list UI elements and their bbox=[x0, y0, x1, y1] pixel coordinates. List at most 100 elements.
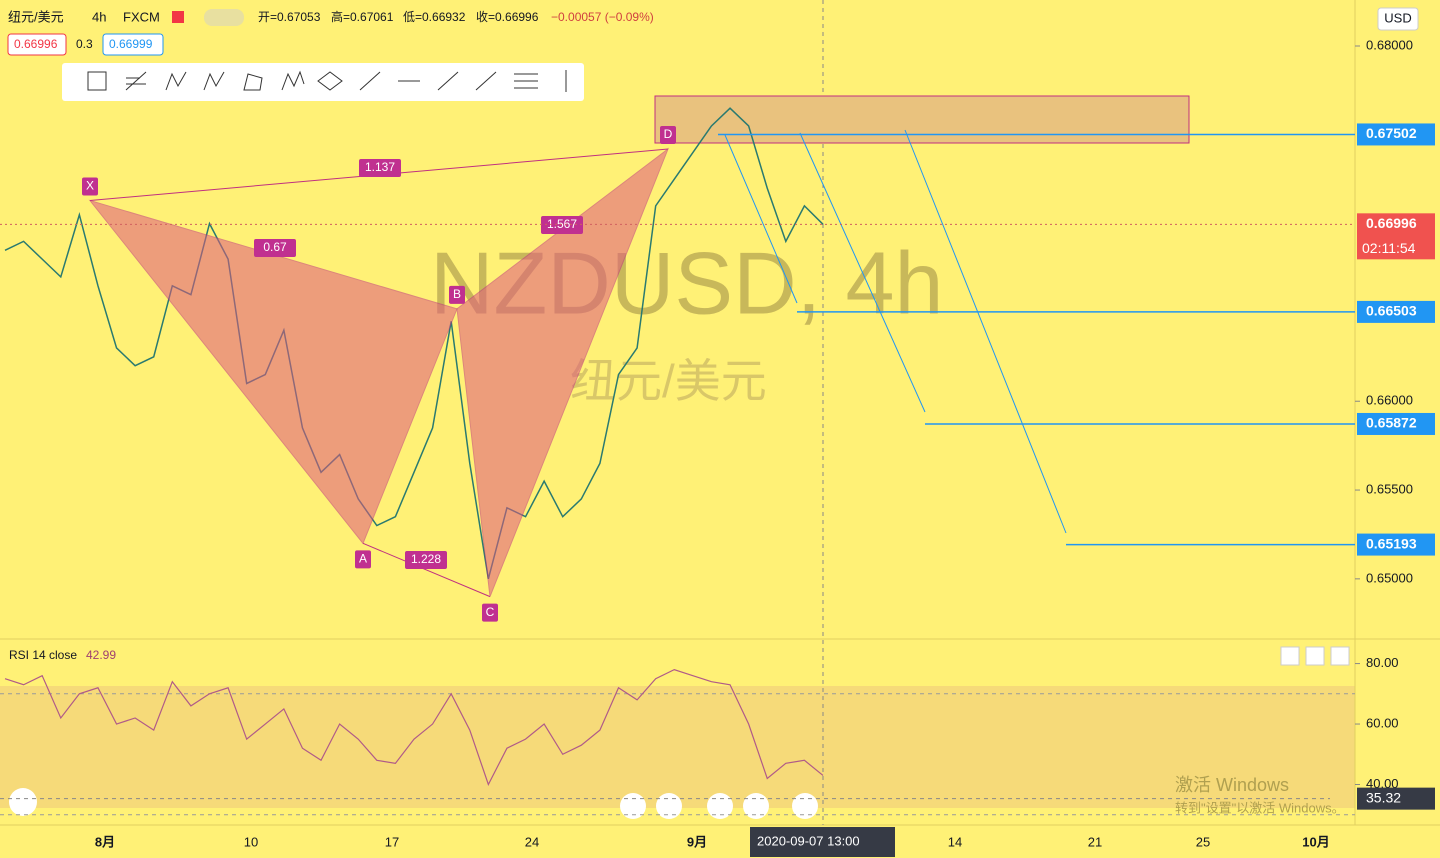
cursor-value: 35.32 bbox=[1366, 789, 1401, 805]
tool[interactable] bbox=[359, 71, 381, 91]
watermark: 纽元/美元 bbox=[570, 355, 767, 407]
pattern-point: D bbox=[664, 127, 673, 141]
last-price-label: 0.66996 bbox=[1366, 215, 1417, 231]
zone bbox=[654, 95, 1190, 144]
level-box bbox=[1357, 300, 1435, 323]
button[interactable] bbox=[1305, 646, 1325, 666]
time-label: 21 bbox=[1088, 834, 1102, 849]
drawing-toolbar bbox=[62, 63, 584, 101]
pattern-point: B bbox=[453, 287, 461, 301]
pattern-point-box bbox=[449, 285, 465, 304]
tool[interactable] bbox=[243, 73, 263, 91]
reset[interactable] bbox=[792, 793, 818, 819]
cursor-box bbox=[1357, 787, 1435, 810]
rsi-tick-label: 40.00 bbox=[1366, 776, 1399, 791]
spread: 0.3 bbox=[76, 37, 93, 51]
time-label: 10 bbox=[244, 834, 258, 849]
cursor-time: 2020-09-07 13:00 bbox=[757, 833, 860, 848]
flag bbox=[172, 11, 184, 23]
toolbar-icons bbox=[87, 70, 567, 92]
time-label: 8月 bbox=[95, 834, 115, 849]
ohlc: 低=0.66932 bbox=[403, 10, 466, 24]
zoom-in[interactable] bbox=[656, 793, 682, 819]
pattern-point-box bbox=[82, 177, 98, 196]
pattern-point-box bbox=[482, 603, 498, 622]
tool[interactable] bbox=[125, 71, 147, 91]
source: FXCM bbox=[123, 9, 160, 24]
cursor-time-box bbox=[750, 827, 895, 857]
pattern-point: X bbox=[86, 179, 94, 193]
tool[interactable] bbox=[281, 70, 305, 91]
pattern-line bbox=[362, 542, 491, 598]
price-tick-label: 0.66000 bbox=[1366, 393, 1413, 408]
scroll-left[interactable] bbox=[707, 793, 733, 819]
pattern-point-box bbox=[355, 550, 371, 569]
ratio-box bbox=[405, 551, 447, 569]
ohlc: 收=0.66996 bbox=[476, 10, 539, 24]
level-label: 0.65193 bbox=[1366, 535, 1417, 551]
time-label: 10月 bbox=[1302, 834, 1329, 849]
tool[interactable] bbox=[87, 71, 107, 91]
time-label: 24 bbox=[525, 834, 539, 849]
level-label: 0.67502 bbox=[1366, 125, 1417, 141]
activation-hint: 转到"设置"以激活 Windows。 bbox=[1175, 800, 1345, 815]
time-label: 17 bbox=[385, 834, 399, 849]
tool[interactable] bbox=[475, 71, 497, 91]
currency: USD bbox=[1384, 10, 1411, 25]
level-box bbox=[1357, 412, 1435, 435]
rsi-tick-label: 60.00 bbox=[1366, 715, 1399, 730]
price-tick-label: 0.68000 bbox=[1366, 37, 1413, 52]
pane-controls bbox=[1280, 646, 1350, 666]
ratio-box bbox=[254, 239, 296, 257]
pattern-point: A bbox=[359, 552, 367, 566]
pattern-point-box bbox=[660, 126, 676, 145]
ratio-box bbox=[359, 159, 401, 177]
ratio-label: 1.228 bbox=[411, 552, 441, 566]
chart-content: 0.68000 0.66000 0.65500 0.65000 X A B C D 1.137 0.… bbox=[0, 37, 1435, 849]
currency-button[interactable] bbox=[1377, 7, 1419, 31]
tool[interactable] bbox=[203, 71, 225, 91]
price-tick-label: 0.65500 bbox=[1366, 481, 1413, 496]
ratio-label: 1.137 bbox=[365, 160, 395, 174]
level-box bbox=[1357, 533, 1435, 556]
tool[interactable] bbox=[514, 73, 538, 89]
time-label: 14 bbox=[948, 834, 962, 849]
tool[interactable] bbox=[437, 71, 459, 91]
price-tick-label: 0.65000 bbox=[1366, 570, 1413, 585]
change: −0.00057 (−0.09%) bbox=[551, 10, 654, 24]
rsi-value: 42.99 bbox=[86, 648, 116, 662]
ohlc: 开=0.67053 bbox=[258, 10, 321, 24]
buy-button[interactable] bbox=[102, 33, 164, 56]
price-line bbox=[4, 107, 824, 580]
time-label: 25 bbox=[1196, 834, 1210, 849]
projection-arrows bbox=[724, 129, 1067, 534]
level-label: 0.65872 bbox=[1366, 415, 1417, 431]
bid: 0.66996 bbox=[14, 37, 58, 51]
pattern-point: C bbox=[486, 605, 495, 619]
level-box bbox=[1357, 123, 1435, 146]
button[interactable] bbox=[1280, 646, 1300, 666]
interval: 4h bbox=[92, 9, 106, 24]
rsi-tick-label: 80.00 bbox=[1366, 655, 1399, 670]
tool[interactable] bbox=[165, 71, 187, 91]
ratio-label: 1.567 bbox=[547, 217, 577, 231]
symbol: 纽元/美元 bbox=[8, 9, 64, 24]
button[interactable] bbox=[1330, 646, 1350, 666]
ask: 0.66999 bbox=[109, 37, 153, 51]
rsi-title: RSI 14 close bbox=[9, 648, 77, 662]
activation-title: 激活 Windows bbox=[1175, 775, 1289, 795]
nav-controls bbox=[9, 788, 818, 819]
sell-button[interactable] bbox=[7, 33, 67, 56]
status bbox=[204, 9, 244, 26]
rsi-band bbox=[0, 686, 1355, 808]
ratio-box bbox=[541, 216, 583, 234]
logo[interactable] bbox=[9, 788, 37, 816]
arrow bbox=[724, 129, 1067, 534]
scroll-right[interactable] bbox=[743, 793, 769, 819]
level-label: 0.66503 bbox=[1366, 303, 1417, 319]
time-label: 9月 bbox=[687, 834, 707, 849]
zoom-out[interactable] bbox=[620, 793, 646, 819]
ohlc: 高=0.67061 bbox=[331, 9, 394, 24]
tool[interactable] bbox=[317, 71, 343, 91]
